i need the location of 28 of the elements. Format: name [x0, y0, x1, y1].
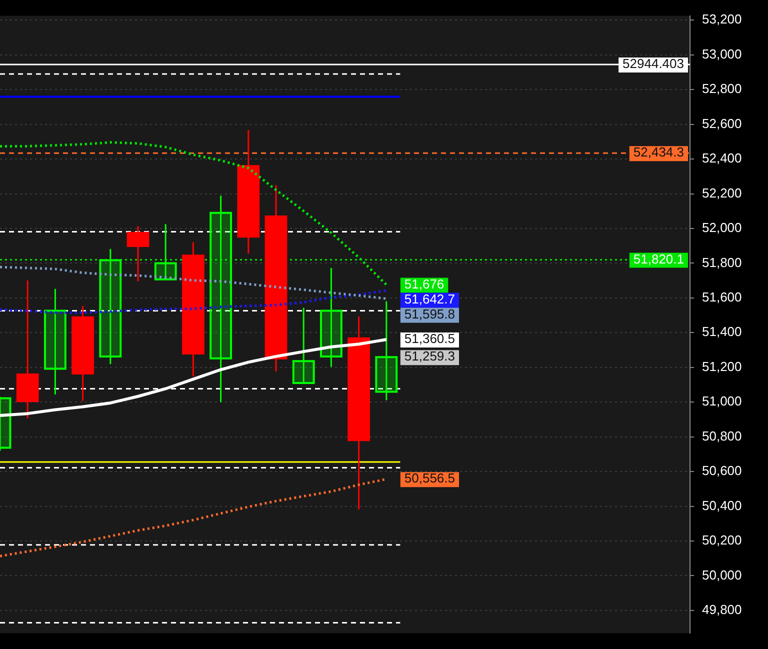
ref-line-label: 52944.403	[622, 56, 684, 72]
ref-line-label: 52,434.3	[633, 144, 684, 160]
y-tick-label: 50,200	[702, 532, 742, 548]
y-tick-label: 51,800	[702, 254, 742, 270]
y-tick-label: 49,800	[702, 602, 742, 618]
y-tick-label: 53,200	[702, 12, 742, 27]
y-tick-label: 52,200	[702, 185, 742, 200]
data-label: 51,360.5	[404, 331, 456, 346]
y-tick-label: 50,800	[702, 428, 742, 444]
data-label: 51,676	[404, 276, 444, 292]
y-tick-label: 51,200	[702, 358, 742, 374]
data-label: 51,642.7	[404, 291, 456, 306]
y-tick-label: 51,400	[702, 324, 742, 340]
data-label: 50,556.5	[404, 470, 456, 486]
y-tick-label: 50,000	[702, 567, 742, 582]
y-tick-label: 52,800	[702, 81, 742, 96]
data-label: 51,595.8	[404, 306, 456, 322]
ref-line-label: 51,820.1	[633, 251, 684, 266]
y-tick-label: 50,600	[702, 463, 742, 478]
y-tick-label: 51,600	[702, 290, 742, 305]
y-tick-label: 52,400	[702, 150, 742, 166]
y-tick-label: 51,000	[702, 394, 742, 409]
y-tick-label: 53,000	[702, 46, 742, 62]
y-tick-label: 52,600	[702, 116, 742, 131]
y-tick-label: 50,400	[702, 498, 742, 513]
text: 51,259.3	[404, 348, 456, 364]
line-series	[0, 289, 388, 314]
y-tick-label: 52,000	[702, 220, 742, 236]
